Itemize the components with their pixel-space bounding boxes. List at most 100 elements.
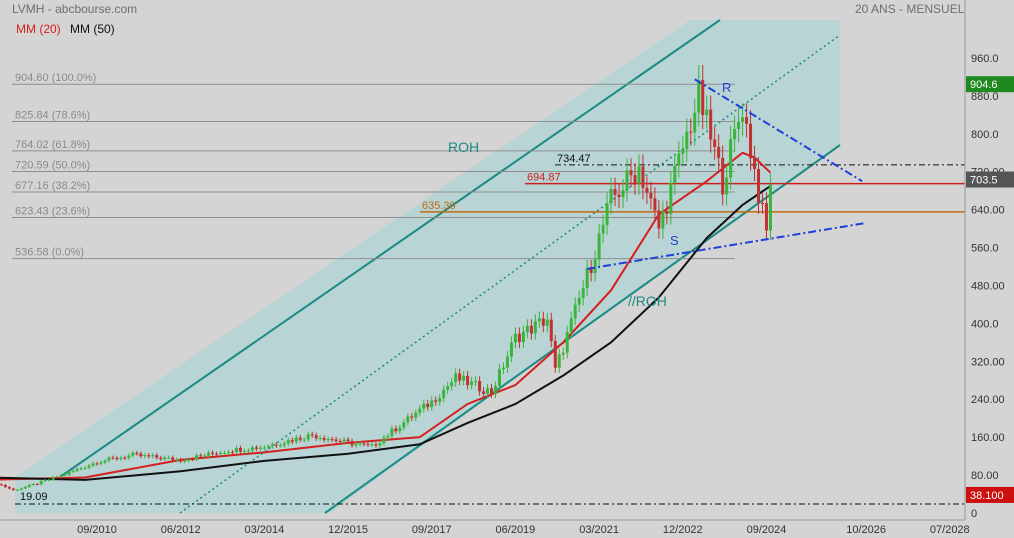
channel-label: ROH <box>448 139 479 155</box>
candle-body <box>749 123 753 159</box>
candle-body <box>717 146 721 158</box>
candle-body <box>497 369 501 387</box>
candle-body <box>454 373 458 383</box>
candle-body <box>171 457 175 461</box>
x-tick-label: 12/2015 <box>328 524 368 536</box>
candle-body <box>211 452 215 454</box>
candle-body <box>521 331 525 343</box>
y-tick-label: 560.0 <box>971 243 999 255</box>
candle-body <box>215 453 219 455</box>
candle-body <box>278 445 282 447</box>
candle-body <box>494 386 497 395</box>
candle-body <box>665 211 669 214</box>
candle-body <box>63 474 67 476</box>
x-tick-label: 09/2017 <box>412 524 452 536</box>
candle-body <box>135 452 139 454</box>
price-tag-0: 904.6 <box>970 79 998 91</box>
candle-body <box>270 444 274 447</box>
candle-body <box>701 80 705 116</box>
legend-mm50: MM (50) <box>70 22 115 36</box>
candle-body <box>733 128 737 140</box>
candle-body <box>581 288 585 298</box>
x-tick-label: 06/2012 <box>161 524 201 536</box>
candle-body <box>39 481 43 485</box>
candle-body <box>111 457 115 459</box>
candle-body <box>609 188 613 204</box>
candle-body <box>378 443 382 446</box>
candle-body <box>366 443 370 445</box>
fib-label-2: 764.02 (61.8%) <box>15 139 90 151</box>
candle-body <box>557 354 561 368</box>
candle-body <box>294 437 298 442</box>
trendline-1 <box>586 221 867 270</box>
y-tick-label: 160.00 <box>971 432 1005 444</box>
candle-body <box>374 444 378 446</box>
candle-body <box>561 352 565 355</box>
candle-body <box>673 165 677 184</box>
candle-body <box>430 400 434 408</box>
candle-body <box>330 439 334 441</box>
candle-body <box>175 459 179 461</box>
candle-body <box>545 319 549 326</box>
candle-body <box>55 477 59 479</box>
channel-mid-line <box>179 34 841 514</box>
candle-body <box>533 321 537 334</box>
candle-body <box>119 457 123 460</box>
candle-body <box>505 356 509 368</box>
candle-body <box>83 467 87 469</box>
candle-body <box>482 391 486 394</box>
x-tick-label: 06/2019 <box>496 524 536 536</box>
candle-body <box>565 332 569 353</box>
candle-body <box>641 166 645 188</box>
legend-mm20: MM (20) <box>16 22 61 36</box>
candle-body <box>621 190 625 198</box>
y-tick-label: 0 <box>971 508 977 520</box>
candle-body <box>19 488 23 490</box>
candle-body <box>509 342 513 357</box>
candle-body <box>386 435 390 438</box>
candle-body <box>601 224 605 234</box>
y-tick-label: 320.00 <box>971 356 1005 368</box>
candle-body <box>629 170 633 176</box>
candle-body <box>689 131 693 133</box>
candle-body <box>254 447 258 449</box>
fib-label-0: 904.60 (100.0%) <box>15 72 96 84</box>
channel-parallel-label: //ROH <box>628 293 667 309</box>
candle-body <box>625 170 629 191</box>
candle-body <box>501 367 505 370</box>
candle-body <box>669 183 673 214</box>
candle-body <box>238 448 242 452</box>
x-tick-label: 03/2021 <box>579 524 619 536</box>
candle-body <box>414 412 418 418</box>
y-tick-label: 880.0 <box>971 91 999 103</box>
candle-body <box>593 259 597 274</box>
candle-body <box>179 459 183 462</box>
candle-body <box>99 462 103 464</box>
candle-body <box>478 380 482 392</box>
candle-body <box>649 192 653 199</box>
candle-body <box>597 233 601 260</box>
candle-body <box>203 455 207 457</box>
candle-body <box>589 268 593 274</box>
price-tag-bg-0 <box>966 76 1014 93</box>
candle-body <box>15 489 19 491</box>
candle-body <box>127 455 131 458</box>
candle-body <box>103 460 107 463</box>
y-tick-label: 480.00 <box>971 280 1005 292</box>
candle-body <box>537 318 541 322</box>
candle-body <box>553 341 557 368</box>
candle-body <box>637 166 641 184</box>
candle-body <box>274 444 278 446</box>
fib-label-1: 825.84 (78.6%) <box>15 110 90 122</box>
x-tick-label: 09/2010 <box>77 524 117 536</box>
candle-body <box>358 443 362 445</box>
candle-body <box>246 450 250 452</box>
candle-body <box>139 453 143 457</box>
candle-body <box>47 479 51 481</box>
trendline-0 <box>694 78 863 183</box>
candle-body <box>513 333 517 343</box>
candle-body <box>768 184 772 231</box>
candle-body <box>434 400 438 402</box>
candle-body <box>693 112 697 133</box>
candle-body <box>143 455 147 457</box>
